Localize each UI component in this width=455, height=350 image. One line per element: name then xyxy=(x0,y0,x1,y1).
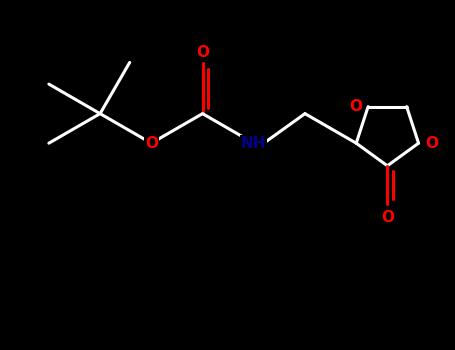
Text: O: O xyxy=(145,136,158,151)
Text: O: O xyxy=(425,136,438,151)
Text: O: O xyxy=(349,99,362,114)
Text: O: O xyxy=(381,210,394,225)
Text: O: O xyxy=(196,44,209,60)
Text: NH: NH xyxy=(241,136,267,151)
